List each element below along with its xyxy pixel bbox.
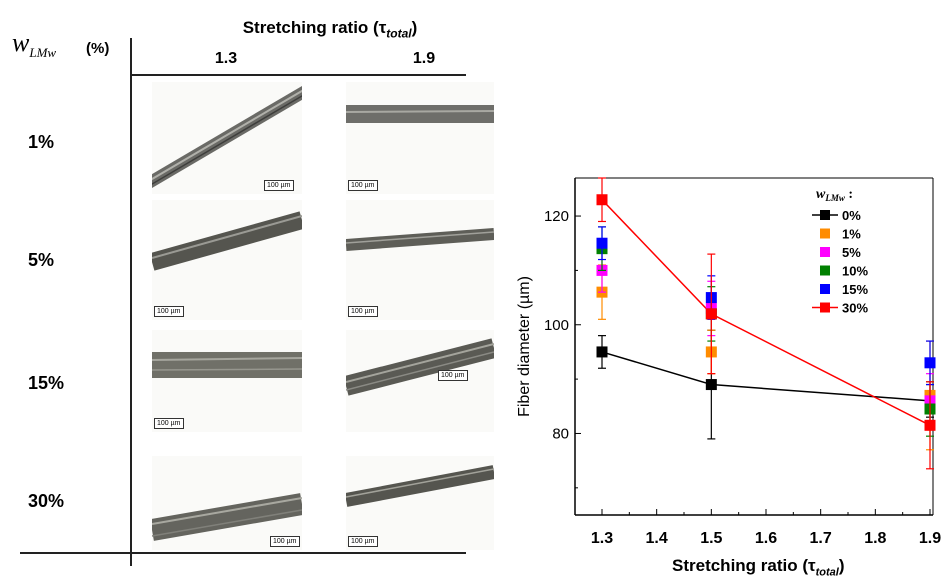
legend-title: wLMw : — [816, 187, 853, 203]
y-tick-label: 80 — [552, 425, 569, 442]
x-tick-label: 1.4 — [646, 530, 668, 547]
scale-bar: 100 µm — [438, 370, 468, 381]
x-tick-label: 1.7 — [810, 530, 832, 547]
micrograph-30pct-1.9: 100 µm — [346, 456, 494, 550]
micrograph-1pct-1.3: 100 µm — [152, 82, 302, 194]
row-label-2: 5% — [28, 250, 55, 270]
scale-bar: 100 µm — [154, 418, 184, 429]
scale-bar: 100 µm — [270, 536, 300, 547]
legend-marker — [820, 302, 830, 313]
table-vertical-divider — [130, 38, 132, 566]
table-header-divider — [130, 74, 466, 76]
x-tick-label: 1.9 — [919, 530, 941, 547]
micrograph-1pct-1.9: 100 µm — [346, 82, 494, 194]
legend-marker — [820, 247, 830, 257]
legend-label: 30% — [842, 301, 868, 316]
scale-bar: 100 µm — [154, 306, 184, 317]
legend-label: 5% — [842, 245, 861, 260]
x-tick-label: 1.3 — [591, 530, 613, 547]
legend-marker — [820, 265, 830, 276]
legend-label: 1% — [842, 227, 861, 242]
micrograph-5pct-1.3: 100 µm — [152, 200, 302, 320]
data-point — [924, 419, 936, 431]
data-point — [924, 357, 936, 369]
column-header-2: 1.9 — [412, 50, 436, 67]
row-header-unit: (%) — [86, 40, 110, 57]
micrograph-15pct-1.9: 100 µm — [346, 330, 494, 432]
data-point — [596, 194, 608, 206]
row-label-4: 30% — [28, 491, 65, 511]
x-tick-label: 1.8 — [864, 530, 886, 547]
y-tick-label: 100 — [544, 317, 569, 334]
data-point — [596, 346, 608, 358]
x-tick-label: 1.5 — [700, 530, 722, 547]
table-header-title: Stretching ratio (τtotal) — [242, 18, 418, 41]
legend-label: 0% — [842, 208, 861, 223]
legend-label: 15% — [842, 282, 868, 297]
series-line-30% — [601, 199, 931, 426]
table-bottom-border — [20, 552, 466, 554]
scale-bar: 100 µm — [348, 180, 378, 191]
y-tick-label: 120 — [544, 208, 569, 225]
legend-marker — [820, 284, 830, 294]
data-point — [705, 308, 717, 320]
x-tick-label: 1.6 — [755, 530, 777, 547]
data-point — [705, 379, 717, 391]
data-point — [596, 237, 608, 249]
column-header-1: 1.3 — [214, 50, 238, 67]
legend-label: 10% — [842, 264, 868, 279]
scale-bar: 100 µm — [348, 536, 378, 547]
scale-bar: 100 µm — [264, 180, 294, 191]
y-axis-title: Fiber diameter (µm) — [516, 276, 533, 417]
row-header-variable: wLMw — [12, 28, 57, 61]
micrograph-15pct-1.3: 100 µm — [152, 330, 302, 432]
legend-marker — [820, 228, 830, 239]
micrograph-30pct-1.3: 100 µm — [152, 456, 302, 550]
scale-bar: 100 µm — [348, 306, 378, 317]
row-label-3: 15% — [28, 373, 65, 393]
series-line-0% — [601, 351, 931, 402]
legend-marker — [820, 210, 830, 220]
micrograph-5pct-1.9: 100 µm — [346, 200, 494, 320]
x-axis-title: Stretching ratio (τtotal) — [672, 556, 845, 579]
row-label-1: 1% — [28, 132, 55, 152]
